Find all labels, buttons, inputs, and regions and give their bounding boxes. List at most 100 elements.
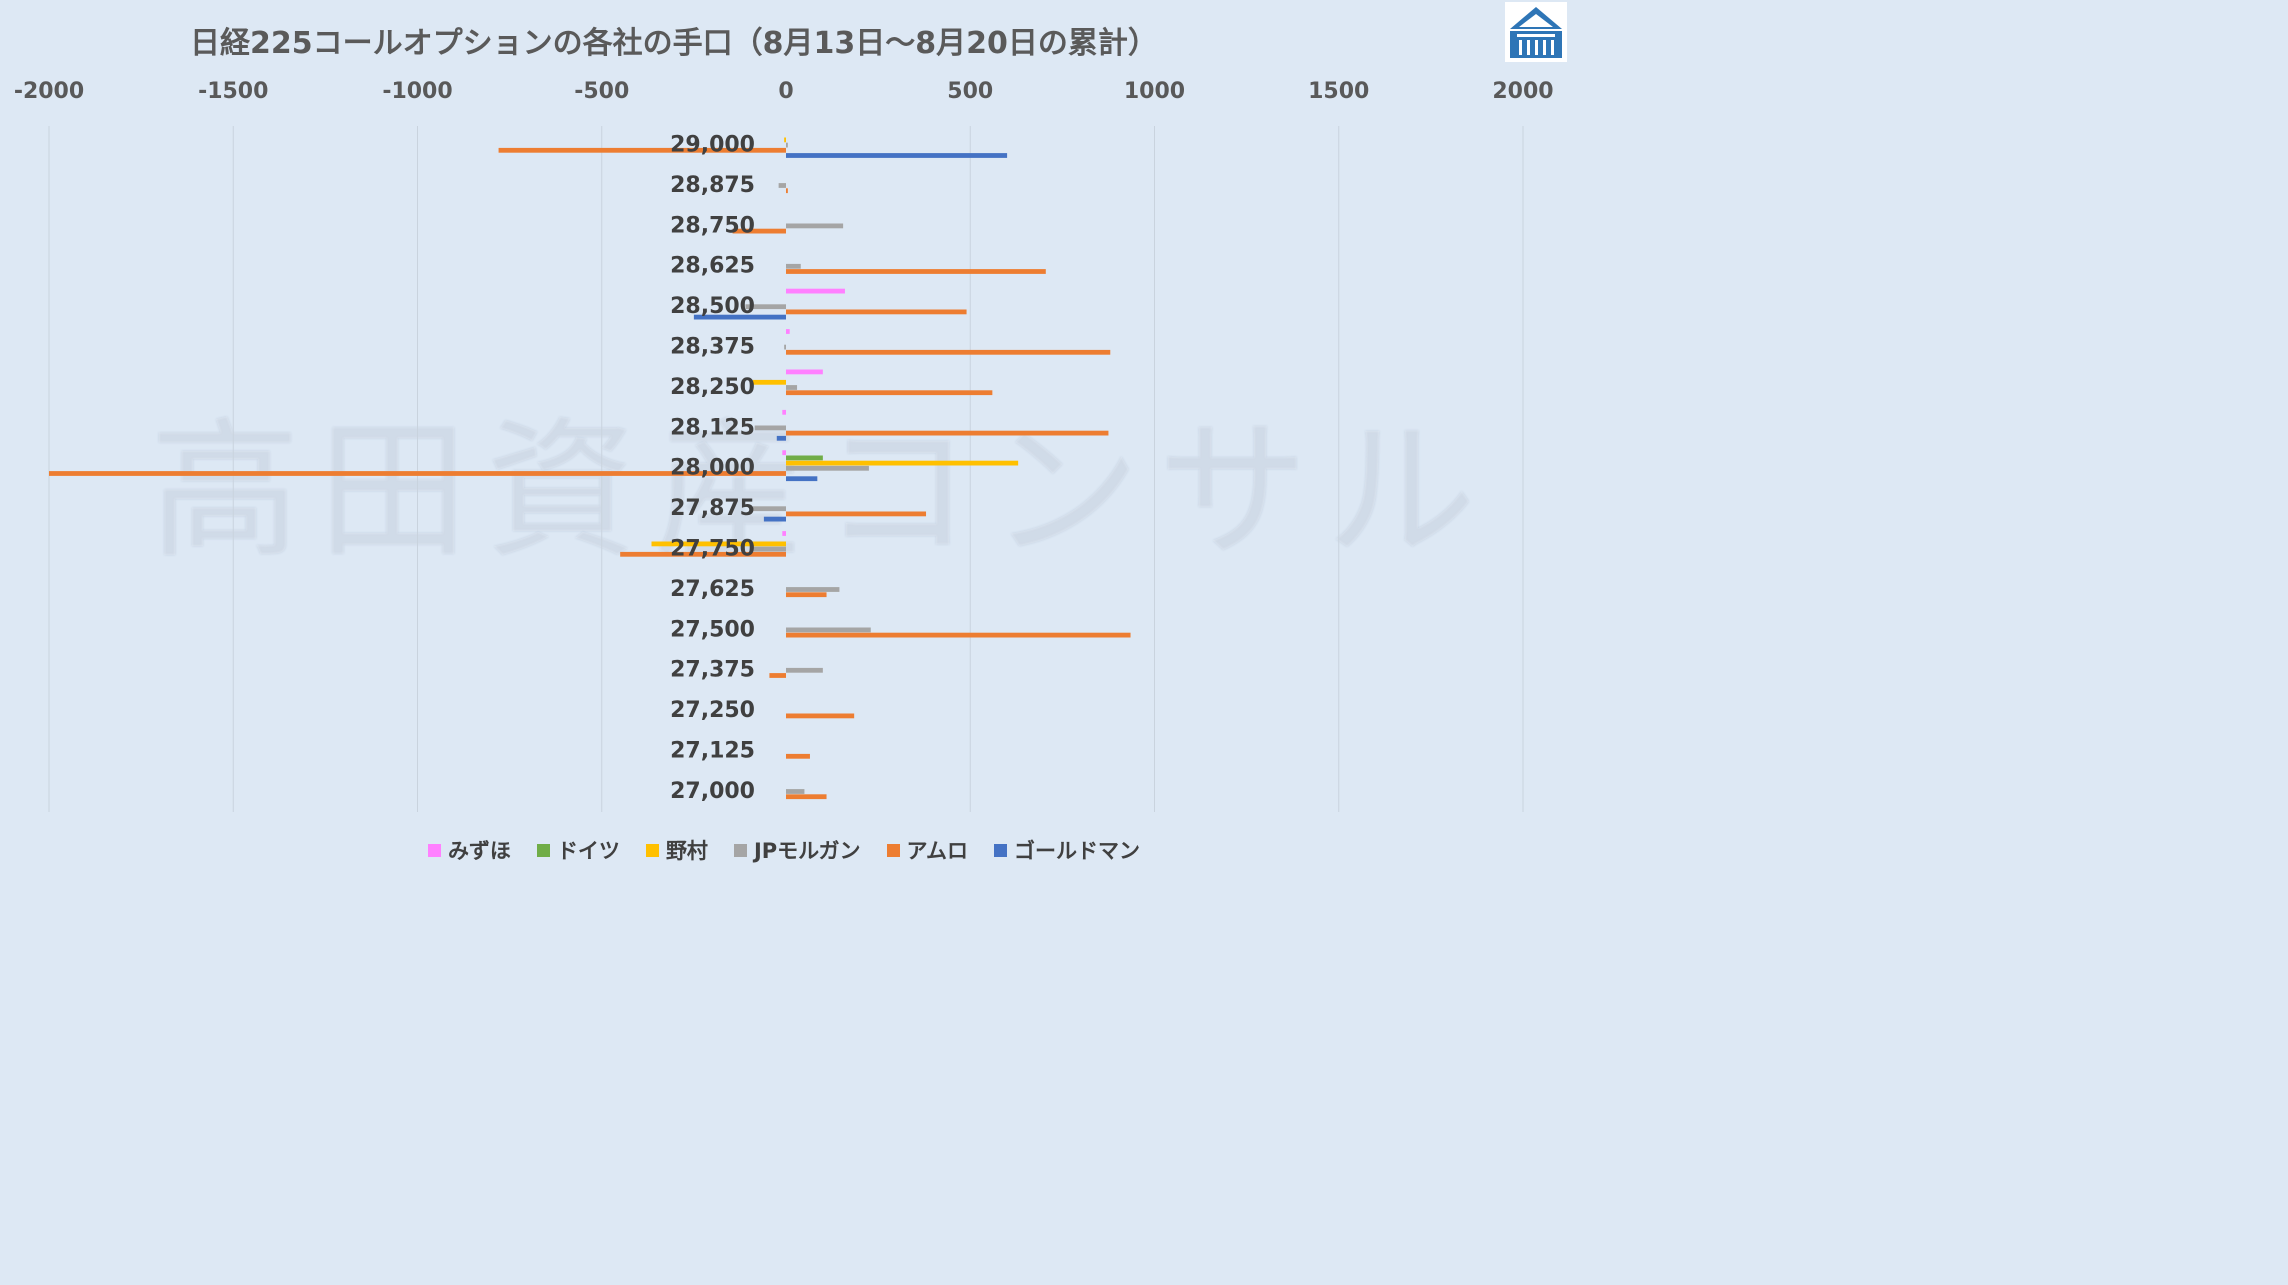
legend-swatch	[645, 843, 659, 857]
category-label: 27,375	[670, 658, 755, 683]
bar	[752, 379, 786, 385]
legend-item: JPモルガン	[733, 835, 861, 865]
x-tick-label: -1500	[198, 79, 268, 104]
x-tick-label: 1000	[1124, 79, 1185, 104]
bar	[786, 223, 844, 229]
bar	[651, 541, 786, 547]
bar	[745, 304, 786, 310]
bar	[786, 753, 810, 759]
bar	[786, 369, 823, 375]
x-tick-label: -1000	[382, 79, 452, 104]
category-label: 27,250	[670, 698, 755, 723]
category-label: 28,000	[670, 456, 755, 481]
x-tick-label: 0	[778, 79, 793, 104]
legend-item: ゴールドマン	[994, 835, 1140, 865]
legend-swatch	[733, 843, 747, 857]
legend-item: ドイツ	[536, 835, 620, 865]
bar	[786, 460, 1019, 466]
legend-label: アムロ	[906, 839, 969, 863]
bar	[693, 314, 786, 320]
bar	[786, 430, 1109, 436]
category-label: 28,875	[670, 173, 755, 198]
bar	[786, 713, 855, 719]
logo	[1505, 2, 1567, 62]
building-icon	[1510, 7, 1562, 58]
bar	[786, 789, 805, 794]
bar	[786, 142, 788, 148]
bar	[782, 450, 786, 456]
legend-item: 野村	[645, 835, 708, 865]
bar	[786, 329, 790, 334]
legend: みずほ ドイツ 野村 JPモルガン アムロ ゴールドマン	[0, 834, 1568, 866]
category-label: 27,875	[670, 496, 755, 521]
bar	[786, 667, 823, 673]
bar	[786, 632, 1131, 638]
bar	[754, 425, 786, 431]
bar	[786, 592, 827, 598]
legend-swatch	[886, 843, 900, 857]
bar	[498, 147, 786, 153]
category-label: 27,125	[670, 739, 755, 764]
bar	[776, 435, 786, 441]
bar	[763, 516, 786, 522]
legend-label: 野村	[665, 839, 708, 863]
category-label: 28,500	[670, 294, 755, 319]
x-tick-label: -500	[574, 79, 629, 104]
bar	[750, 546, 786, 552]
x-tick-label: 2000	[1492, 79, 1553, 104]
bar-chart: -2000 -1500 -1000 -500 0 500 1000 1500 2000 29,0…	[14, 79, 1554, 812]
bar	[784, 344, 786, 350]
bar	[786, 309, 967, 315]
category-label: 28,625	[670, 254, 755, 279]
category-label: 27,000	[670, 779, 755, 804]
legend-label: みずほ	[447, 839, 511, 863]
bar	[786, 153, 1008, 158]
bar	[782, 409, 786, 415]
bar	[786, 794, 827, 800]
category-label: 28,375	[670, 335, 755, 360]
bar	[49, 471, 786, 476]
bar	[786, 349, 1111, 355]
bar	[769, 673, 786, 678]
legend-label: ドイツ	[556, 839, 620, 863]
bar	[786, 188, 788, 194]
bar	[786, 455, 823, 461]
bar	[786, 476, 818, 482]
gridlines	[48, 126, 1524, 812]
bar	[786, 390, 993, 396]
x-axis-ticks: -2000 -1500 -1000 -500 0 500 1000 1500 2000	[14, 79, 1554, 104]
bar	[786, 587, 840, 592]
bar	[784, 137, 786, 143]
bar	[778, 183, 786, 188]
bar	[786, 288, 845, 294]
legend-item: アムロ	[886, 835, 969, 865]
bar	[732, 228, 786, 234]
category-label: 27,750	[670, 537, 755, 562]
bars	[49, 137, 1131, 800]
legend-swatch	[536, 843, 550, 857]
bar	[786, 263, 801, 269]
bar	[786, 465, 869, 471]
bar	[752, 506, 786, 512]
category-label: 27,625	[670, 577, 755, 602]
category-label: 28,125	[670, 415, 755, 440]
bar	[620, 551, 786, 557]
legend-swatch	[994, 843, 1008, 857]
x-tick-label: -2000	[14, 79, 84, 104]
category-label: 28,250	[670, 375, 755, 400]
bar	[782, 531, 786, 536]
legend-label: ゴールドマン	[1014, 839, 1141, 863]
category-label: 27,500	[670, 617, 755, 642]
bar	[786, 385, 798, 390]
legend-label: JPモルガン	[753, 839, 861, 863]
x-tick-label: 1500	[1308, 79, 1369, 104]
chart-title: 日経225コールオプションの各社の手口（8月13日〜8月20日の累計）	[190, 26, 1158, 61]
category-labels: 29,000 28,875 28,750 28,625 28,500 28,375 28,2…	[670, 133, 755, 804]
bar	[786, 627, 871, 633]
x-tick-label: 500	[947, 79, 993, 104]
legend-item: みずほ	[427, 835, 511, 865]
category-label: 28,750	[670, 213, 755, 238]
bar	[786, 511, 927, 517]
legend-swatch	[427, 843, 441, 857]
category-label: 29,000	[670, 133, 755, 158]
